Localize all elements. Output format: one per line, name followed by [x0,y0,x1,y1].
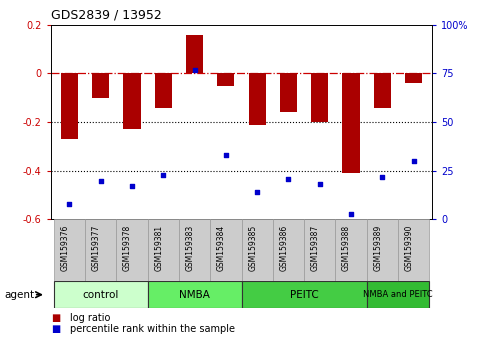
Bar [311,73,328,122]
Point [316,182,324,187]
Point [66,201,73,207]
Text: NMBA: NMBA [179,290,210,300]
Bar [242,219,273,281]
Bar [179,219,210,281]
Point [253,189,261,195]
Text: GDS2839 / 13952: GDS2839 / 13952 [51,8,161,21]
Text: GSM159381: GSM159381 [154,224,163,270]
Bar [304,219,335,281]
Bar [405,73,422,83]
Bar [280,73,297,113]
Bar [249,73,266,125]
Point [378,174,386,179]
Bar [186,34,203,73]
Text: GSM159376: GSM159376 [60,224,70,271]
Text: GSM159384: GSM159384 [217,224,226,271]
Point [191,67,199,72]
Point [128,183,136,189]
Text: NMBA and PEITC: NMBA and PEITC [363,290,433,299]
Bar [342,73,359,173]
Text: ■: ■ [51,313,60,323]
Point [222,152,230,158]
Bar [54,281,148,308]
Bar [61,73,78,139]
Bar [85,219,116,281]
Bar [92,73,109,98]
Text: GSM159387: GSM159387 [311,224,320,271]
Bar [374,73,391,108]
Point [410,158,417,164]
Bar [367,281,429,308]
Text: GSM159377: GSM159377 [92,224,101,271]
Text: GSM159385: GSM159385 [248,224,257,271]
Bar [116,219,148,281]
Point [97,178,105,183]
Bar [367,219,398,281]
Bar [210,219,242,281]
Text: agent: agent [5,290,35,300]
Text: ■: ■ [51,324,60,334]
Point [284,176,292,181]
Text: GSM159386: GSM159386 [279,224,288,271]
Text: percentile rank within the sample: percentile rank within the sample [70,324,235,334]
Bar [217,73,234,86]
Point [159,172,167,177]
Bar [398,219,429,281]
Bar [273,219,304,281]
Text: GSM159383: GSM159383 [185,224,195,271]
Bar [242,281,367,308]
Bar [54,219,85,281]
Text: GSM159388: GSM159388 [342,224,351,270]
Text: GSM159389: GSM159389 [373,224,382,271]
Bar [124,73,141,130]
Point [347,211,355,216]
Text: GSM159378: GSM159378 [123,224,132,271]
Bar [148,281,242,308]
Bar [155,73,172,108]
Text: GSM159390: GSM159390 [405,224,413,271]
Bar [335,219,367,281]
Text: control: control [83,290,119,300]
Text: log ratio: log ratio [70,313,111,323]
Bar [148,219,179,281]
Text: PEITC: PEITC [290,290,318,300]
